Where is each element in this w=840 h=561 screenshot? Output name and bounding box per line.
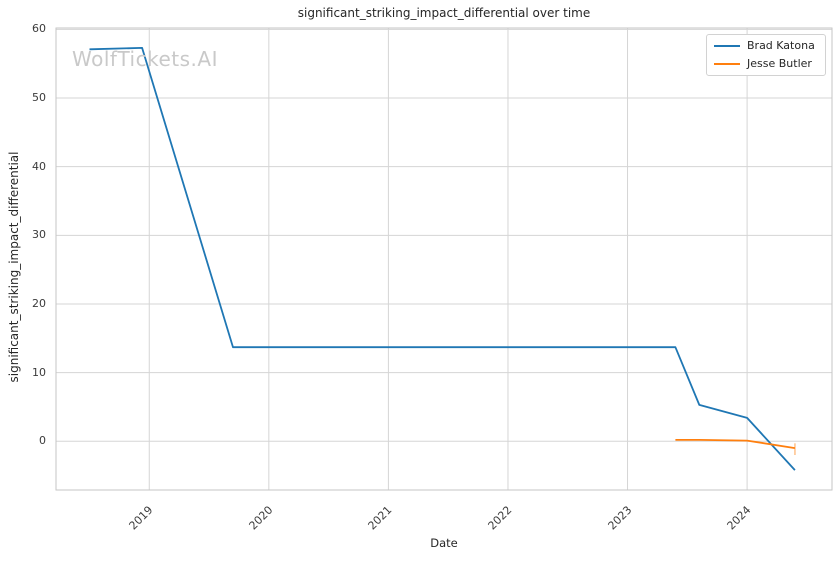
y-tick-label: 10: [32, 365, 46, 379]
y-tick-label: 20: [32, 296, 46, 310]
watermark: WolfTickets.AI: [72, 47, 218, 71]
y-tick-label: 30: [32, 228, 46, 242]
series-line-brad-katona: [89, 47, 796, 471]
legend-line-swatch-orange: [714, 62, 740, 65]
series-line-jesse-butler: [675, 438, 796, 449]
chart-title: significant_striking_impact_differential…: [297, 6, 591, 20]
legend-item-jesse-butler: Jesse Butler: [714, 56, 818, 70]
legend-line-swatch-blue: [714, 45, 740, 48]
y-tick-label: 60: [32, 22, 46, 36]
legend: Brad Katona Jesse Butler: [706, 34, 826, 76]
y-tick-label: 50: [32, 91, 46, 105]
legend-label: Jesse Butler: [747, 56, 812, 70]
y-axis-label: significant_striking_impact_differential: [7, 151, 21, 383]
legend-item-brad-katona: Brad Katona: [714, 40, 818, 52]
x-axis-label: Date: [430, 536, 458, 550]
y-tick-label: 40: [32, 159, 46, 173]
axes-spines: [55, 27, 833, 491]
y-tick-label: 0: [39, 434, 46, 448]
legend-label: Brad Katona: [747, 39, 815, 53]
